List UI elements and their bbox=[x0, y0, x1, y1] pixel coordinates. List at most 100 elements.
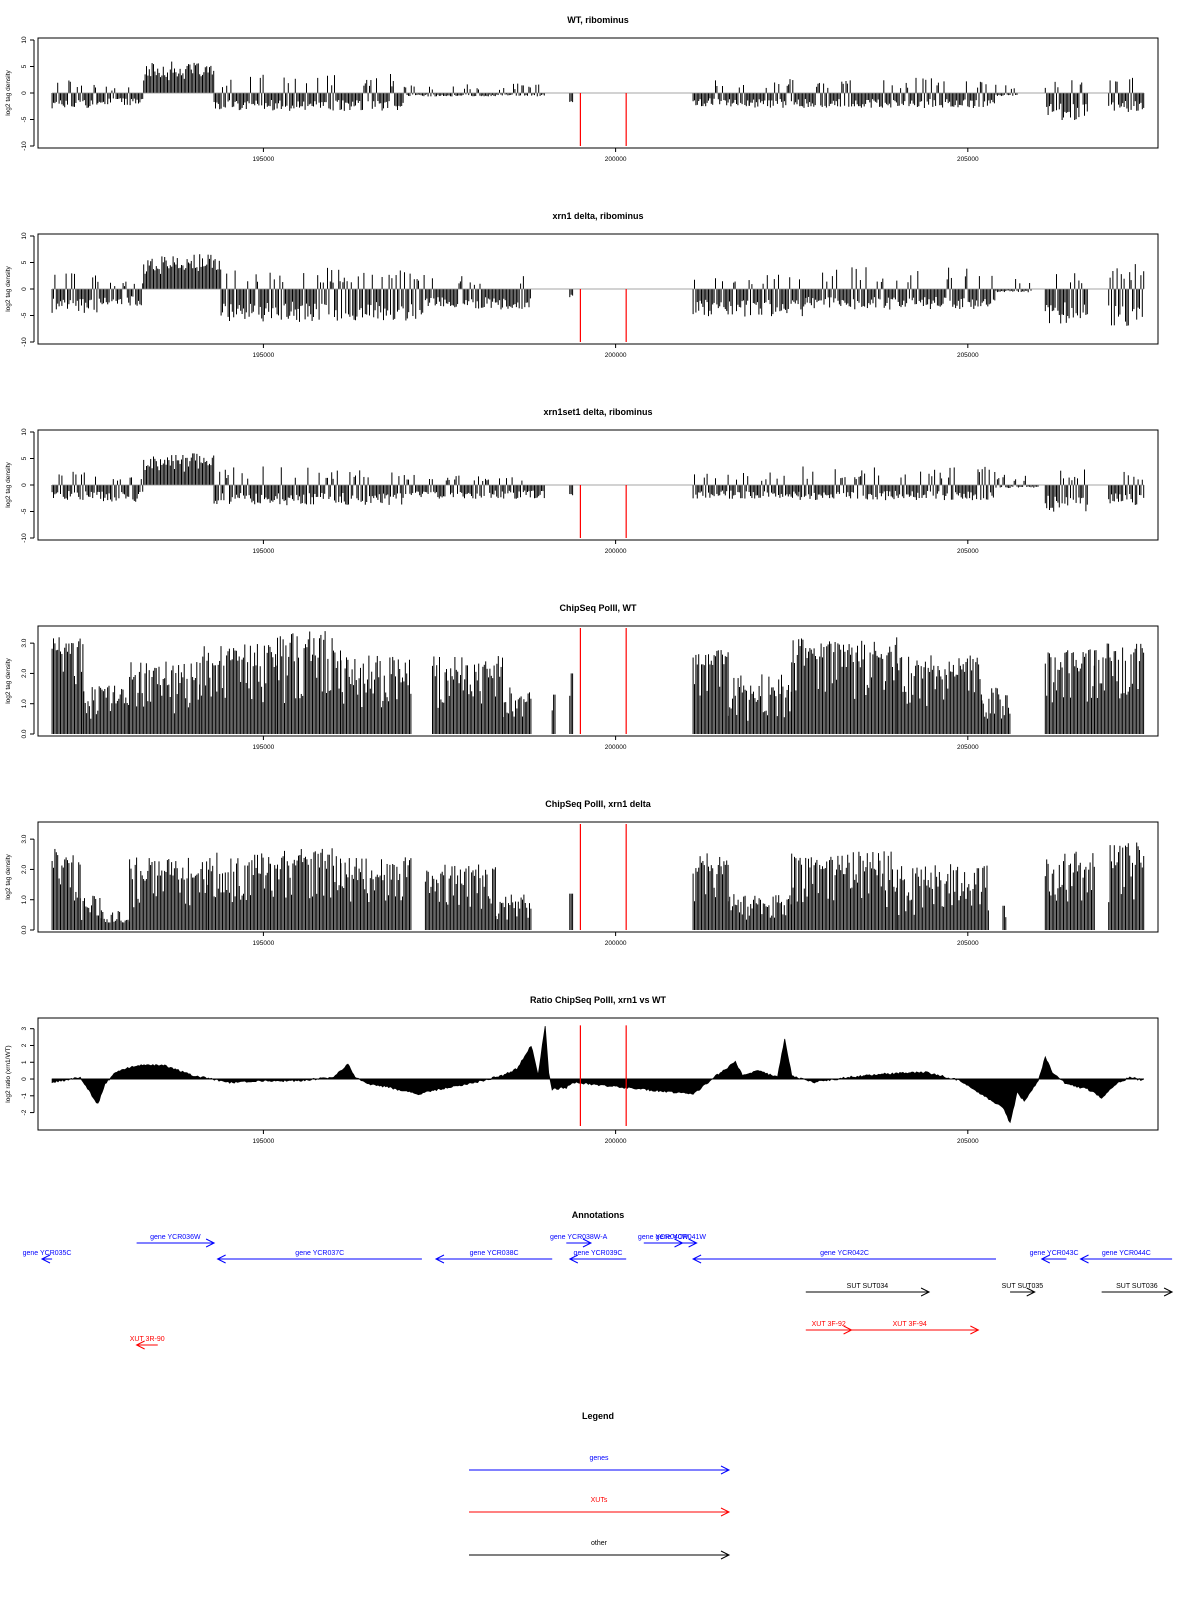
data-segment bbox=[1108, 842, 1145, 930]
annotation-feature: gene YCR044C bbox=[1079, 1250, 1173, 1264]
arrow-head-icon bbox=[568, 1254, 579, 1264]
panel-1: xrn1 delta, ribominus -10 -5 0 5 10 log2 tag d… bbox=[5, 211, 1159, 359]
data-segment bbox=[692, 853, 729, 930]
x-tick-label: 200000 bbox=[605, 352, 627, 359]
x-axis: 195000 200000 205000 bbox=[253, 1130, 979, 1145]
y-tick-label: 1.0 bbox=[21, 895, 28, 904]
data-segment bbox=[51, 273, 98, 313]
data-segment bbox=[791, 851, 898, 930]
y-tick-label: 5 bbox=[21, 260, 28, 264]
y-tick-label: 10 bbox=[21, 232, 28, 240]
data-segment bbox=[569, 485, 574, 496]
annotation-feature: SUT SUT034 bbox=[805, 1283, 931, 1297]
y-tick-label: -10 bbox=[21, 141, 28, 151]
series-marks bbox=[51, 842, 1145, 930]
plot-frame bbox=[37, 1017, 1159, 1131]
data-segment bbox=[692, 650, 729, 734]
panel-title: xrn1 delta, ribominus bbox=[552, 211, 643, 221]
data-segment bbox=[1044, 469, 1088, 512]
annotation-feature: gene YCR039C bbox=[568, 1250, 627, 1264]
x-tick-label: 200000 bbox=[605, 744, 627, 751]
feature-label: gene YCR036W bbox=[150, 1234, 201, 1241]
data-segment bbox=[1002, 905, 1007, 930]
data-segment bbox=[51, 848, 81, 930]
data-segment bbox=[206, 852, 271, 930]
y-tick-label: -5 bbox=[21, 508, 28, 514]
panel-3: ChipSeq PolII, WT 0.0 1.0 2.0 3.0 log2 tag de… bbox=[5, 603, 1159, 751]
y-tick-label: -10 bbox=[21, 533, 28, 543]
annotation-feature: XUT 3R-90 bbox=[130, 1336, 165, 1350]
panel-0: WT, ribominus -10 -5 0 5 10 log2 tag density 19… bbox=[5, 15, 1159, 163]
y-tick-label: 3 bbox=[21, 1027, 28, 1031]
arrow-head-icon bbox=[135, 1340, 145, 1350]
annotation-feature: gene YCR037C bbox=[216, 1250, 422, 1264]
data-segment bbox=[143, 254, 222, 289]
legend-entry: genes bbox=[469, 1455, 731, 1475]
data-segment bbox=[213, 466, 404, 506]
arrow-head-icon bbox=[216, 1254, 226, 1264]
data-segment bbox=[51, 471, 98, 500]
panel-title: Ratio ChipSeq PolII, xrn1 vs WT bbox=[530, 995, 667, 1005]
data-segment bbox=[143, 453, 215, 485]
data-segment bbox=[97, 86, 144, 106]
data-segment bbox=[213, 73, 404, 111]
data-segment bbox=[129, 857, 208, 930]
data-segment bbox=[495, 894, 532, 930]
arrow-head-icon bbox=[688, 1238, 698, 1248]
plot-frame bbox=[37, 37, 1159, 149]
data-segment bbox=[692, 274, 806, 317]
x-tick-label: 200000 bbox=[605, 940, 627, 947]
annotation-feature: SUT SUT036 bbox=[1101, 1283, 1174, 1297]
series-marks bbox=[51, 254, 1145, 326]
y-axis-label: log2 tag density bbox=[5, 853, 12, 899]
legend-label: genes bbox=[589, 1455, 609, 1462]
y-tick-label: 0 bbox=[21, 1077, 28, 1081]
y-tick-label: -10 bbox=[21, 337, 28, 347]
y-tick-label: -5 bbox=[21, 312, 28, 318]
x-tick-label: 205000 bbox=[957, 940, 979, 947]
data-segment bbox=[199, 644, 278, 734]
y-tick-label: 3.0 bbox=[21, 638, 28, 647]
annotation-feature: SUT SUT035 bbox=[1002, 1283, 1043, 1297]
data-segment bbox=[424, 276, 531, 310]
data-segment bbox=[692, 472, 799, 499]
y-tick-label: 10 bbox=[21, 36, 28, 44]
panel-title: ChipSeq PolII, xrn1 delta bbox=[545, 799, 652, 809]
x-tick-label: 205000 bbox=[957, 548, 979, 555]
x-tick-label: 205000 bbox=[957, 1138, 979, 1145]
y-tick-label: 1 bbox=[21, 1060, 28, 1064]
data-segment bbox=[83, 685, 130, 734]
data-segment bbox=[569, 289, 574, 298]
data-segment bbox=[995, 279, 1032, 293]
legend-label: XUTs bbox=[591, 1497, 608, 1504]
annotation-feature: gene YCR035C bbox=[23, 1250, 72, 1264]
arrow-head-icon bbox=[582, 1238, 593, 1248]
feature-label: gene YCR038W-A bbox=[550, 1234, 608, 1241]
panel-2: xrn1set1 delta, ribominus -10 -5 0 5 10 log2 t… bbox=[5, 407, 1159, 555]
data-segment bbox=[727, 894, 792, 930]
y-tick-label: 2 bbox=[21, 1043, 28, 1047]
x-axis: 195000 200000 205000 bbox=[253, 540, 979, 555]
legend-title: Legend bbox=[582, 1411, 614, 1421]
data-segment bbox=[896, 655, 982, 734]
plot-frame bbox=[37, 233, 1159, 345]
series-marks bbox=[51, 61, 1145, 121]
feature-label: gene YCR035C bbox=[23, 1250, 72, 1257]
x-axis: 195000 200000 205000 bbox=[253, 932, 979, 947]
data-segment bbox=[51, 637, 84, 734]
y-axis-label: log2 tag density bbox=[5, 657, 12, 703]
annotation-feature: gene YCR042C bbox=[691, 1250, 996, 1264]
ratio-area bbox=[51, 1026, 1145, 1124]
data-segment bbox=[270, 848, 341, 930]
x-tick-label: 195000 bbox=[253, 548, 275, 555]
feature-label: gene YCR043C bbox=[1030, 1250, 1079, 1257]
annotation-feature: gene YCR036W bbox=[136, 1234, 216, 1248]
y-tick-label: 1.0 bbox=[21, 699, 28, 708]
y-axis: -2 -1 0 1 2 3 log2 ratio (xrn1/WT) bbox=[5, 1027, 35, 1115]
feature-label: gene YCR044C bbox=[1102, 1250, 1151, 1257]
data-segment bbox=[569, 93, 574, 103]
y-axis-label: log2 tag density bbox=[5, 461, 12, 507]
data-segment bbox=[129, 661, 201, 734]
arrow-head-icon bbox=[1079, 1254, 1089, 1264]
